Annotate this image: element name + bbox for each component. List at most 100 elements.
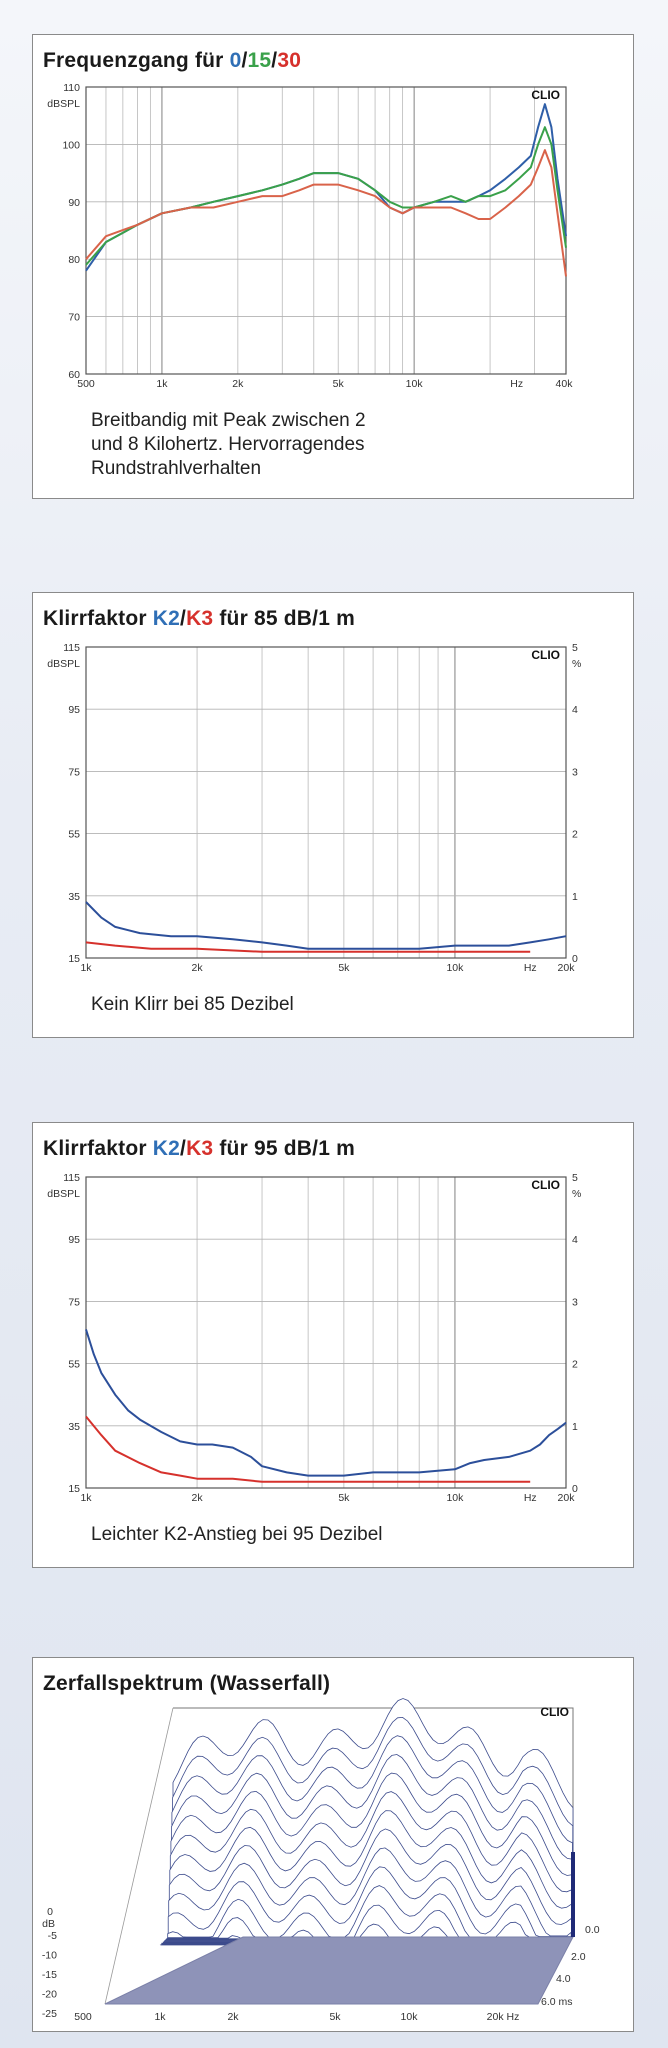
frequency-response-caption: Breitbandig mit Peak zwischen 2 und 8 Ki…	[91, 410, 366, 479]
y-right-tick-label: 3	[572, 766, 578, 778]
x-tick-label: 20k	[558, 962, 576, 974]
distortion-85-chart: 115 95 75 55 35 15 dBSPL 5 4 3 2 1 0% 1k 2k 5k 10k Hz 20k C…	[47, 642, 581, 974]
x-tick-label: 5k	[338, 1492, 350, 1504]
y-tick-label: 35	[68, 1421, 80, 1433]
plot-frame	[85, 1176, 567, 1489]
y-right-tick-label: 3	[572, 1296, 578, 1308]
x-tick-label: 1k	[80, 1492, 92, 1504]
y-tick-label: 0	[47, 1906, 53, 1918]
y-right-tick-label: 0	[572, 953, 578, 965]
waterfall-time-bar	[571, 1852, 575, 1937]
y-tick-label: 70	[68, 312, 80, 324]
y-tick-label: -25	[42, 2008, 57, 2020]
y-tick-label: 35	[68, 891, 80, 903]
clio-brand-label: CLIO	[531, 88, 560, 102]
y-axis-unit-label: dBSPL	[47, 1188, 80, 1200]
time-tick-label: 2.0	[571, 1951, 586, 1963]
x-tick-label: 10k	[446, 962, 464, 974]
y-right-tick-label: 5	[572, 642, 578, 654]
y-right-tick-label: 4	[572, 704, 578, 716]
y-tick-label: 110	[63, 82, 80, 94]
distortion-95-caption: Leichter K2-Anstieg bei 95 Dezibel	[91, 1524, 383, 1545]
frequency-response-panel: Frequenzgang für 0/15/30 110 100 90 80 70 60 d…	[32, 34, 634, 499]
x-tick-label: 5k	[338, 962, 350, 974]
y-tick-label: 15	[68, 1483, 80, 1495]
k2-title-label: K2	[152, 1137, 181, 1160]
x-tick-label: 1k	[156, 378, 168, 390]
time-tick-label: 4.0	[556, 1973, 571, 1985]
series-0-title-label: 0	[229, 49, 242, 72]
time-tick-label: 6.0 ms	[541, 1996, 573, 2008]
k3-title-label: K3	[186, 1137, 214, 1160]
x-tick-label: 10k	[401, 2011, 419, 2023]
y-tick-label: -15	[42, 1969, 57, 1981]
y-tick-label: -5	[48, 1930, 57, 1942]
waterfall-panel: Zerfallspektrum (Wasserfall) 0 dB -5 -10 -15…	[32, 1657, 634, 2032]
waterfall-left-edge	[104, 1707, 174, 2005]
series-30-title-label: 30	[277, 49, 302, 72]
distortion-95-title: Klirrfaktor K2/K3 für 95 dB/1 m	[43, 1137, 355, 1160]
y-tick-label: -10	[42, 1950, 57, 1962]
y-tick-label: 60	[68, 369, 80, 381]
distortion-95-panel: Klirrfaktor K2/K3 für 95 dB/1 m 115 95 75 5…	[32, 1122, 634, 1568]
k2-title-label: K2	[152, 607, 181, 630]
waterfall-chart: 0dB-5 -10 -15 -20 -25 500 1k 2k 5k 10k 20k Hz 0.0 2.…	[42, 1698, 600, 2023]
x-tick-label: 20k Hz	[487, 2011, 520, 2023]
series-line-K2	[85, 1329, 567, 1477]
series-line-K2	[85, 901, 567, 950]
y-right-tick-label: 1	[572, 1421, 578, 1433]
frequency-response-title: Frequenzgang für 0/15/30	[43, 49, 302, 72]
distortion-85-title: Klirrfaktor K2/K3 für 85 dB/1 m	[43, 607, 355, 630]
x-tick-label: 10k	[446, 1492, 464, 1504]
y-tick-label: -20	[42, 1989, 57, 2001]
y-tick-label: 115	[63, 642, 80, 654]
y-axis-unit-label: dB	[42, 1918, 55, 1930]
x-tick-label: Hz	[510, 378, 523, 390]
waterfall-title: Zerfallspektrum (Wasserfall)	[43, 1672, 331, 1695]
waterfall-floor	[104, 1936, 574, 2005]
y-tick-label: 15	[68, 953, 80, 965]
distortion-85-panel: Klirrfaktor K2/K3 für 85 dB/1 m 115 95 75 5…	[32, 592, 634, 1038]
y-right-tick-label: 2	[572, 829, 578, 841]
y-tick-label: 90	[68, 197, 80, 209]
y-tick-label: 75	[68, 1296, 80, 1308]
y-tick-label: 115	[63, 1172, 80, 1184]
series-line-K3	[85, 1415, 531, 1483]
x-tick-label: 1k	[80, 962, 92, 974]
x-tick-label: 500	[74, 2011, 92, 2023]
x-tick-label: 20k	[558, 1492, 576, 1504]
x-tick-label: 5k	[329, 2011, 341, 2023]
plot-frame	[85, 646, 567, 959]
series-line-0	[85, 103, 567, 272]
y-tick-label: 80	[68, 254, 80, 266]
y-right-tick-label: 4	[572, 1234, 578, 1246]
x-tick-label: 5k	[333, 378, 345, 390]
frequency-response-chart: 110 100 90 80 70 60 dBSPL 500 1k 2k 5k 10k Hz 40k CLIO	[47, 82, 574, 390]
y-axis-unit-label: dBSPL	[47, 658, 80, 670]
series-line-30	[85, 149, 567, 277]
y-right-tick-label: 2	[572, 1359, 578, 1371]
clio-brand-label: CLIO	[531, 1178, 560, 1192]
series-line-15	[85, 126, 567, 266]
x-tick-label: 1k	[154, 2011, 166, 2023]
y-right-axis-unit-label: %	[572, 1188, 581, 1200]
x-tick-label: 2k	[232, 378, 244, 390]
y-tick-label: 95	[68, 704, 80, 716]
x-tick-label: 500	[77, 378, 95, 390]
y-right-tick-label: 1	[572, 891, 578, 903]
x-tick-label: Hz	[524, 962, 537, 974]
series-15-title-label: 15	[247, 49, 272, 72]
x-tick-label: 2k	[227, 2011, 239, 2023]
x-tick-label: 10k	[406, 378, 424, 390]
x-tick-label: 40k	[556, 378, 574, 390]
y-tick-label: 55	[68, 1359, 80, 1371]
x-tick-label: 2k	[192, 1492, 204, 1504]
clio-brand-label: CLIO	[540, 1705, 569, 1719]
y-tick-label: 95	[68, 1234, 80, 1246]
x-tick-label: 2k	[192, 962, 204, 974]
series-line-K3	[85, 941, 531, 953]
clio-brand-label: CLIO	[531, 648, 560, 662]
time-tick-label: 0.0	[585, 1924, 600, 1936]
plot-frame	[85, 86, 567, 375]
y-axis-unit-label: dBSPL	[47, 98, 80, 110]
